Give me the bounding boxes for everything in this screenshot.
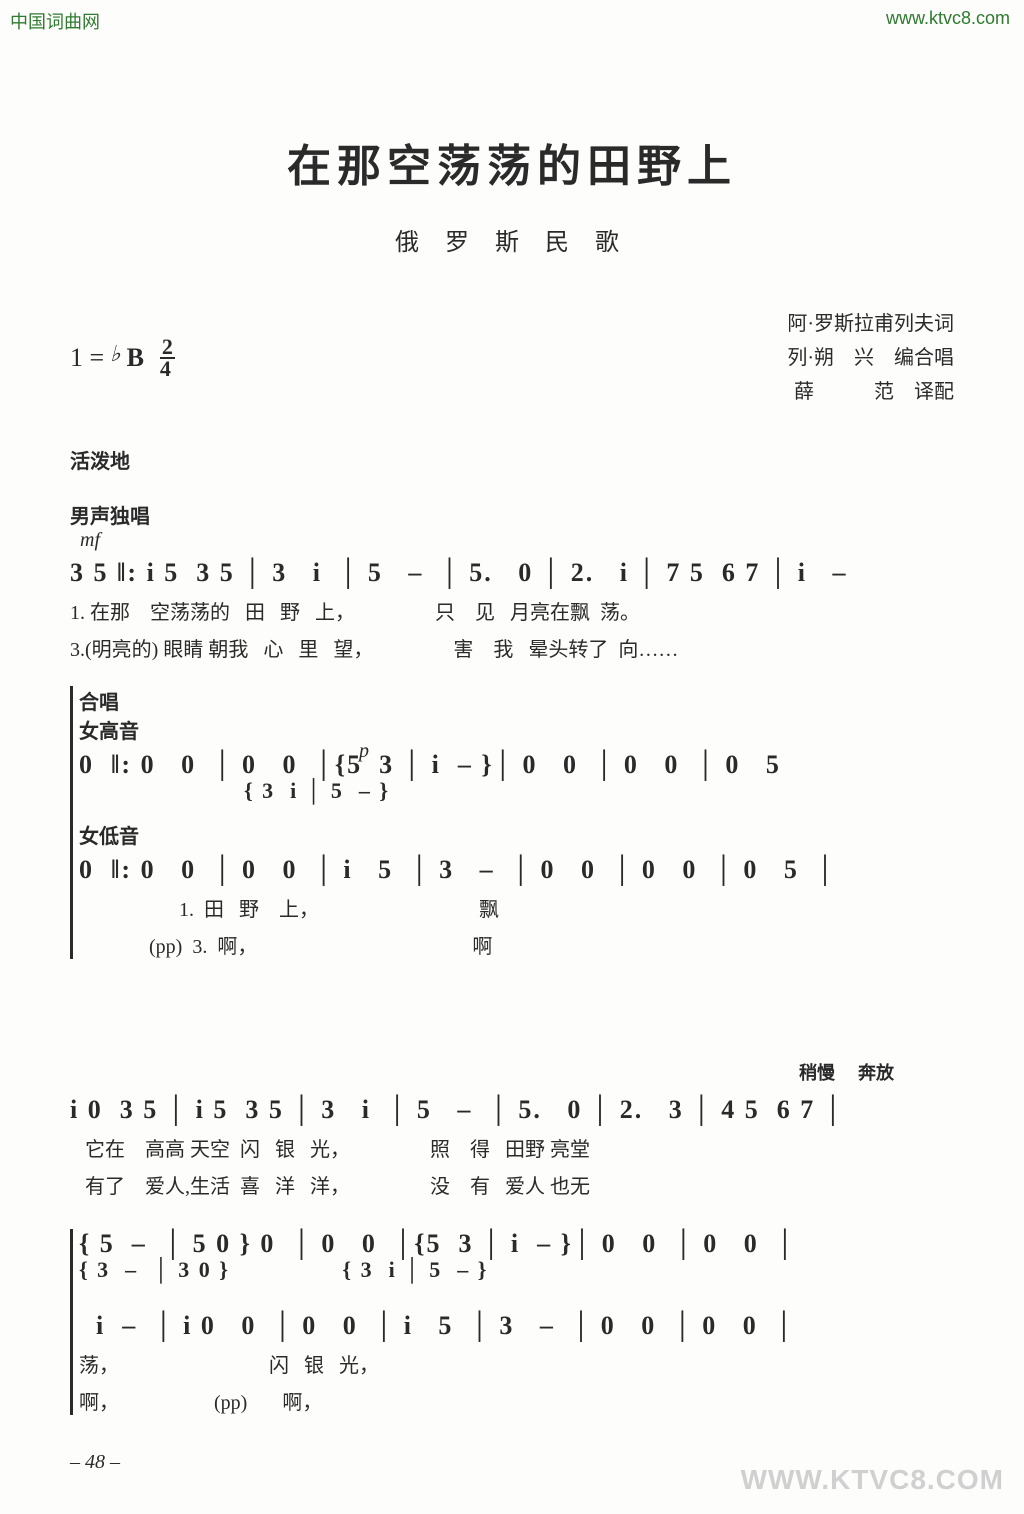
- alto-staff-2: i – │ i 0 0 │ 0 0 │ i 5 │ 3 – │ 0 0 │ 0 …: [79, 1311, 954, 1341]
- credit-lyricist: 阿·罗斯拉甫列夫词: [787, 307, 954, 341]
- system-2: 稍慢 奔放 i 0 3 5 │ i 5 3 5 │ 3 i │ 5 – │ 5.…: [70, 1059, 954, 1415]
- soprano-staff-1b: { 3 i │ 5 – }: [79, 778, 954, 804]
- page-number: – 48 –: [70, 1451, 120, 1474]
- time-bottom: 4: [160, 359, 175, 379]
- soprano-staff-2: { 5 – │ 5 0 } 0 │ 0 0 │{5 3 │ i – }│ 0 0…: [79, 1229, 954, 1259]
- lyric2-a: 它在 高高 天空 闪 银 光， 照 得 田野 亮堂: [70, 1133, 954, 1162]
- song-subtitle: 俄 罗 斯 民 歌: [70, 222, 954, 257]
- key-signature: 1 = ♭ B 2 4: [70, 307, 175, 409]
- sheet-music-page: 在那空荡荡的田野上 俄 罗 斯 民 歌 1 = ♭ B 2 4 阿·罗斯拉甫列夫…: [0, 0, 1024, 1415]
- credits: 阿·罗斯拉甫列夫词 列·朔 兴 编合唱 薛 范 译配: [787, 307, 954, 409]
- watermark-bottom-right: WWW.KTVC8.COM: [741, 1464, 1004, 1496]
- meta-row: 1 = ♭ B 2 4 阿·罗斯拉甫列夫词 列·朔 兴 编合唱 薛 范 译配: [70, 307, 954, 409]
- alto-staff-1: 0 ‖: 0 0 │ 0 0 │ i 5 │ 3 – │ 0 0 │ 0 0 │…: [79, 855, 954, 885]
- chorus-label: 合唱: [79, 686, 119, 715]
- tempo2-b: 奔放: [858, 1063, 894, 1083]
- flat-symbol: ♭: [110, 341, 120, 367]
- lyric2-b: 有了 爱人,生活 喜 洋 洋， 没 有 爱人 也无: [70, 1170, 954, 1199]
- tempo2-a: 稍慢: [799, 1063, 835, 1083]
- lyric-verse1: 1. 在那 空荡荡的 田 野 上， 只 见 月亮在飘 荡。: [70, 596, 954, 625]
- soprano-label: 女高音: [79, 715, 954, 744]
- key-note: B: [127, 343, 144, 373]
- soprano-staff-2b: { 3 – │ 3 0 } { 3 i │ 5 – }: [79, 1257, 954, 1283]
- time-signature: 2 4: [160, 337, 175, 379]
- tempo-marking-2: 稍慢 奔放: [70, 1059, 894, 1085]
- soprano-staff-1: 0 ‖: 0 0 │ 0 0 │{5 3 │ i – }│ 0 0 │ 0 0 …: [79, 750, 954, 780]
- solo-staff-1: 3 5 ‖: i 5 3 5 │ 3 i │ 5 – │ 5. 0 │ 2. i…: [70, 558, 954, 588]
- solo-staff-2: i 0 3 5 │ i 5 3 5 │ 3 i │ 5 – │ 5. 0 │ 2…: [70, 1095, 954, 1125]
- under-lyric-pp: (pp) 3. 啊， 啊: [79, 930, 954, 959]
- under-lyric-1: 1. 田 野 上， 飘: [79, 893, 954, 922]
- solo-label: 男声独唱: [70, 500, 954, 529]
- under2-a: 荡， 闪 银 光，: [79, 1349, 954, 1378]
- dynamic-mf: mf: [80, 529, 954, 552]
- under2-b: 啊， (pp) 啊，: [79, 1386, 954, 1415]
- key-prefix: 1 =: [70, 343, 104, 373]
- tempo-marking: 活泼地: [70, 445, 954, 474]
- watermark-top-left: 中国词曲网: [10, 8, 100, 34]
- credit-arranger: 列·朔 兴 编合唱: [787, 341, 954, 375]
- song-title: 在那空荡荡的田野上: [70, 130, 954, 194]
- credit-translator: 薛 范 译配: [787, 375, 954, 409]
- lyric-verse3: 3.(明亮的) 眼睛 朝我 心 里 望， 害 我 晕头转了 向……: [70, 633, 954, 662]
- alto-label: 女低音: [79, 820, 954, 849]
- dynamic-p: p: [359, 740, 369, 763]
- watermark-top-right: www.ktvc8.com: [886, 8, 1010, 29]
